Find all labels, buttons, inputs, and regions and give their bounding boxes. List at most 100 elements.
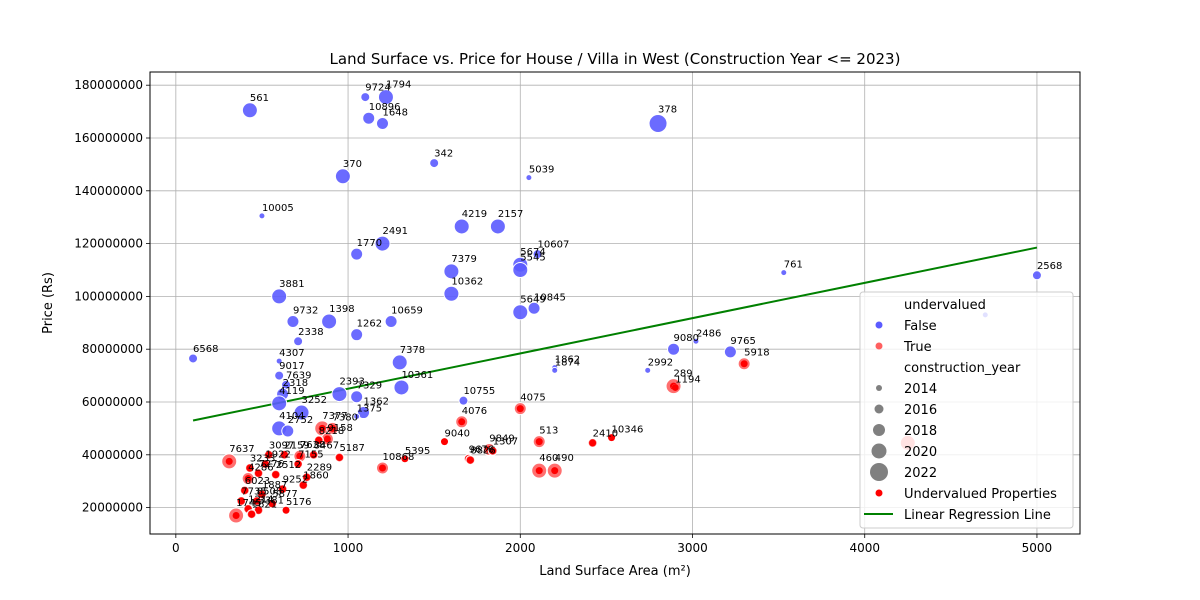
undervalued-marker [280, 451, 288, 459]
point-label: 1621 [252, 500, 277, 511]
point-label: 7379 [451, 254, 476, 265]
point-label: 1362 [364, 397, 389, 408]
undervalued-marker [255, 469, 262, 477]
legend-size-2020-label: 2020 [904, 445, 937, 460]
data-point-false [293, 404, 310, 421]
point-label: 1375 [357, 404, 382, 415]
data-point-false [357, 406, 371, 420]
x-tick-label: 1000 [333, 541, 364, 555]
undervalued-marker [282, 506, 290, 514]
data-point-false [443, 285, 460, 302]
data-point-false [274, 370, 285, 381]
data-point-false [644, 366, 652, 374]
point-label: 4307 [279, 348, 304, 359]
point-label: 2752 [288, 415, 313, 426]
point-label: 7155 [298, 450, 323, 461]
data-point-false [489, 218, 506, 235]
point-label: 1922 [265, 450, 290, 461]
point-label: 490 [555, 453, 574, 464]
point-label: 1307 [493, 436, 518, 447]
data-point-false [723, 345, 737, 359]
legend-size-2014-marker [876, 385, 882, 391]
point-label: 10607 [538, 240, 570, 251]
axis-ticks: 0 1000 2000 3000 4000 5000 20000000 40000000 600… [74, 78, 1052, 555]
data-point-false [648, 113, 668, 133]
undervalued-marker [244, 475, 252, 483]
undervalued-marker [296, 452, 304, 460]
chart-title: Land Surface vs. Price for House / Villa… [330, 50, 901, 68]
point-label: 1214 [248, 494, 273, 505]
data-point-false [334, 168, 351, 185]
data-point-false [293, 336, 304, 347]
point-label: 9158 [327, 423, 352, 434]
legend-undervalued-label: Undervalued Properties [904, 487, 1057, 502]
point-label: 5918 [744, 348, 769, 359]
point-label: 8218 [319, 426, 344, 437]
legend: undervalued False True construction_year… [859, 291, 1074, 529]
points-layer [188, 89, 1042, 524]
point-label: 4076 [462, 406, 487, 417]
undervalued-marker [241, 486, 249, 494]
data-point-false [429, 158, 440, 169]
point-label: 4104 [279, 411, 304, 422]
undervalued-marker [323, 435, 331, 443]
y-tick-label: 60000000 [82, 395, 143, 409]
legend-true-marker [875, 342, 883, 350]
data-point-false [384, 314, 398, 328]
point-label: 9252 [283, 475, 308, 486]
data-point-false [350, 247, 364, 261]
data-point-false [353, 413, 361, 421]
point-label: 9017 [279, 361, 304, 372]
point-label: 10868 [383, 452, 415, 463]
y-tick-label: 20000000 [82, 501, 143, 515]
undervalued-marker [589, 439, 597, 447]
undervalued-marker [329, 424, 337, 432]
x-tick-label: 5000 [1022, 541, 1053, 555]
point-label: 5877 [272, 489, 297, 500]
undervalued-marker [671, 383, 679, 391]
data-point-false [374, 235, 391, 252]
point-label: 513 [539, 426, 558, 437]
point-label: 5649 [520, 295, 545, 306]
point-label: 9849 [489, 434, 514, 445]
legend-size-2016-label: 2016 [904, 403, 937, 418]
data-point-false [780, 269, 788, 277]
legend-size-title: construction_year [904, 361, 1021, 376]
point-label: 1194 [675, 374, 700, 385]
legend-regression-label: Linear Regression Line [904, 508, 1051, 523]
x-axis-label: Land Surface Area (m²) [539, 564, 691, 579]
legend-false-marker [875, 321, 883, 329]
point-label: 4219 [462, 209, 487, 220]
point-label: 7377 [322, 411, 347, 422]
point-label: 2568 [1037, 261, 1062, 272]
point-label: 9676 [469, 444, 494, 455]
point-label: 3881 [279, 279, 304, 290]
data-point-false [527, 301, 541, 315]
data-point-false [525, 174, 533, 182]
data-point-false [350, 328, 364, 342]
point-label: 7735 [241, 487, 266, 498]
legend-false-label: False [904, 319, 937, 334]
legend-true-label: True [903, 340, 932, 355]
point-label: 5187 [339, 443, 364, 454]
point-label: 4286 [248, 463, 273, 474]
point-label: 1794 [386, 80, 411, 91]
point-label: 2410 [593, 428, 618, 439]
point-label: 2512 [276, 460, 301, 471]
point-label: 8467 [314, 440, 339, 451]
y-tick-label: 40000000 [82, 448, 143, 462]
point-label: 6568 [193, 344, 218, 355]
point-label: 2157 [498, 209, 523, 220]
x-tick-label: 3000 [677, 541, 708, 555]
point-label: 7639 [286, 370, 311, 381]
point-label: 1398 [329, 304, 354, 315]
data-point-false [321, 313, 338, 330]
data-point-false [376, 116, 389, 130]
undervalued-marker [225, 457, 233, 465]
data-point-false [331, 386, 348, 403]
data-point-false [667, 342, 681, 356]
undervalued-marker [279, 485, 287, 493]
undervalued-marker [237, 497, 245, 505]
legend-size-2022-marker [870, 463, 888, 481]
